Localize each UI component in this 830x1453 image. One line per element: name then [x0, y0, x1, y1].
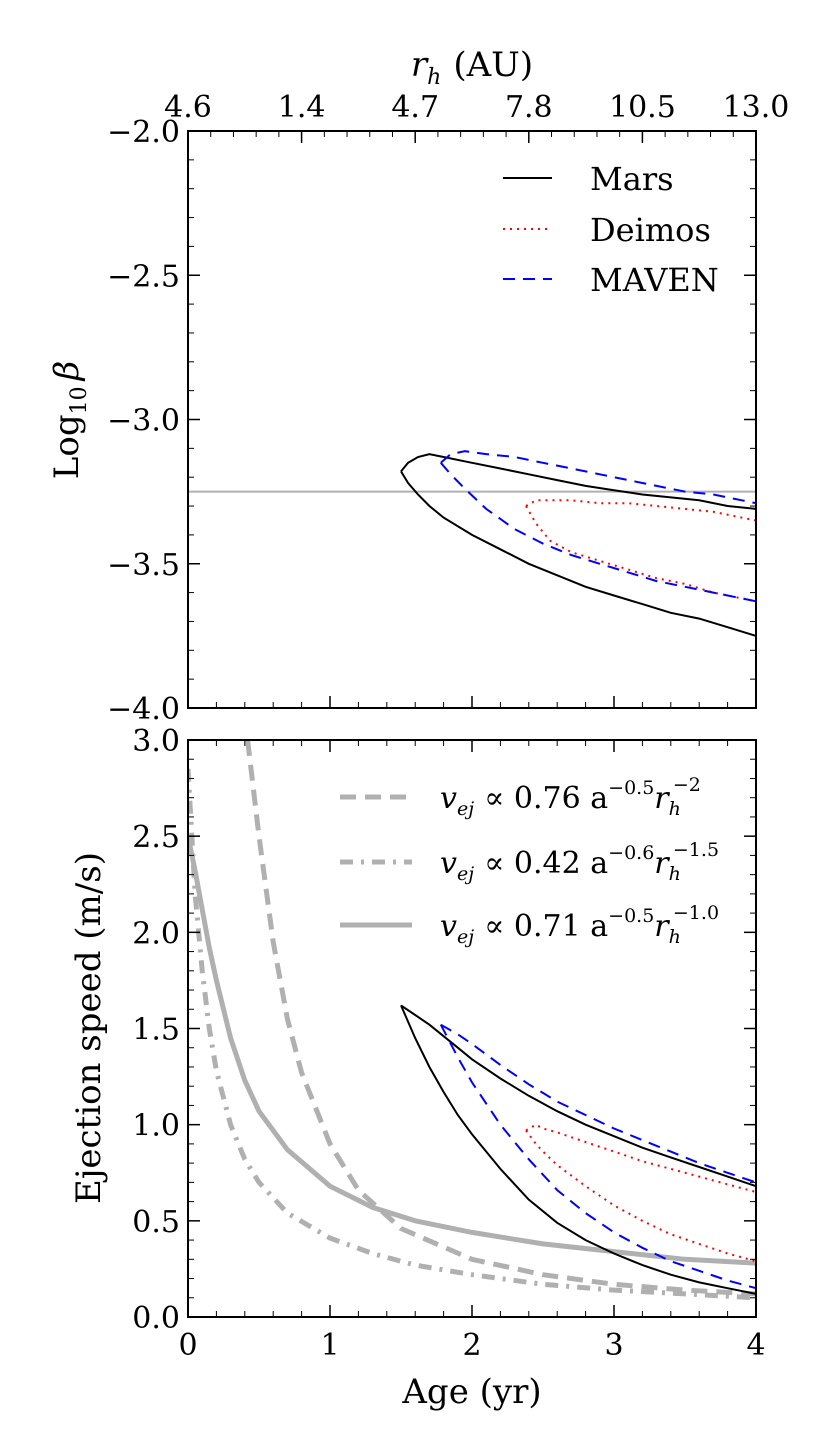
y-tick-label: −2.5	[107, 259, 180, 294]
legend-model2-label: vej ∝ 0.42 a−0.6rh−1.5	[440, 839, 719, 885]
series-maven-lower	[439, 1024, 756, 1290]
top-axis-tick-label: 7.8	[505, 90, 553, 125]
top-axis-tick-label: 4.7	[391, 90, 439, 125]
legend-model2-coef: ∝ 0.42 a	[484, 846, 608, 881]
legend-model1-coef: ∝ 0.76 a	[484, 781, 608, 816]
top-ylabel-sub: 10	[67, 386, 92, 414]
top-axis-tick-label: 4.6	[164, 90, 212, 125]
x-tick-label: 4	[746, 1328, 765, 1363]
top-axis-tick-label: 10.5	[609, 90, 676, 125]
top-y-axis-title: Log10 β	[47, 361, 92, 479]
x-tick-label: 1	[320, 1328, 339, 1363]
y-tick-label: 0.5	[132, 1205, 180, 1240]
legend-model1-h: h	[669, 798, 681, 820]
top-panel: −4.0 −3.5 −3.0 −2.5 −2.04.6 1.4 4.7 7.8 10.5 13.0…	[47, 45, 789, 727]
top-axis-label-r: r	[411, 45, 429, 85]
legend-model1-v: v	[440, 781, 457, 816]
legend-model1-ej: ej	[457, 798, 474, 820]
legend-model3-rexp: −1.0	[673, 902, 719, 924]
legend-model2-v: v	[440, 846, 457, 881]
top-ylabel-beta: β	[47, 361, 87, 383]
legend-model1-r: r	[654, 781, 670, 816]
x-tick-label: 2	[462, 1328, 481, 1363]
legend-model3-v: v	[440, 909, 457, 944]
series-deimos-upper	[525, 499, 756, 522]
legend-model2-r: r	[654, 846, 670, 881]
series-deimos-upper	[525, 1123, 756, 1193]
legend-model3-r: r	[654, 909, 670, 944]
top-axis-tick-label: 1.4	[278, 90, 326, 125]
y-tick-label: 0.0	[132, 1301, 180, 1336]
series-maven-upper	[440, 450, 756, 505]
y-tick-label: −3.5	[107, 548, 180, 583]
x-tick-label: 3	[604, 1328, 623, 1363]
legend-model3-aexp: −0.5	[608, 905, 654, 927]
top-plot-area	[188, 450, 756, 637]
legend-model3-h: h	[669, 926, 681, 948]
bottom-plot-area	[188, 740, 756, 1301]
y-tick-label: −2.0	[107, 115, 180, 150]
legend-mars-label: Mars	[590, 160, 674, 198]
series-deimos-lower	[525, 505, 756, 603]
top-axis-title: rh (AU)	[411, 45, 533, 90]
bottom-panel: 0.0 0.5 1.0 1.5 2.0 2.5 3.0 0 1 2 3 4 Age (yr) Ejec…	[69, 724, 766, 1412]
y-tick-label: −3.0	[107, 404, 180, 439]
top-axis-label-sub: h	[427, 65, 441, 90]
legend-model2-h: h	[669, 863, 681, 885]
series-mars-lower	[400, 470, 756, 637]
top-axis-label-unit: (AU)	[453, 45, 533, 85]
series-maven-lower	[440, 462, 756, 603]
bottom-x-axis-title: Age (yr)	[401, 1372, 541, 1412]
y-tick-label: 1.0	[132, 1109, 180, 1144]
model-curve-1	[245, 740, 756, 1297]
y-tick-label: 3.0	[132, 724, 180, 759]
series-maven-upper	[440, 1023, 756, 1184]
series-deimos-lower	[525, 1129, 756, 1263]
top-ylabel-log: Log	[47, 414, 87, 479]
y-tick-label: −4.0	[107, 692, 180, 727]
legend-deimos-label: Deimos	[590, 211, 711, 249]
legend-model1-rexp: −2	[673, 774, 701, 796]
model-curve-2	[188, 768, 756, 1301]
top-ticks: −4.0 −3.5 −3.0 −2.5 −2.04.6 1.4 4.7 7.8 10.5 13.0	[107, 90, 789, 727]
bottom-y-axis-title: Ejection speed (m/s)	[69, 852, 109, 1204]
top-axis-tick-label: 13.0	[723, 90, 790, 125]
legend-model3-ej: ej	[457, 926, 474, 948]
series-mars-upper	[400, 1004, 756, 1188]
x-tick-label: 0	[178, 1328, 197, 1363]
y-tick-label: 1.5	[132, 1013, 180, 1048]
legend-model2-aexp: −0.6	[608, 842, 654, 864]
bottom-legend: vej ∝ 0.76 a−0.5rh−2 vej ∝ 0.42 a−0.6rh−1.…	[340, 774, 719, 948]
legend-model3-coef: ∝ 0.71 a	[484, 909, 608, 944]
top-legend: Mars Deimos MAVEN	[503, 160, 719, 299]
legend-model2-rexp: −1.5	[673, 839, 719, 861]
series-mars-lower	[400, 1005, 756, 1295]
legend-maven-label: MAVEN	[590, 261, 719, 299]
series-mars-upper	[400, 453, 756, 510]
model-curve-3	[188, 835, 756, 1266]
legend-model3-label: vej ∝ 0.71 a−0.5rh−1.0	[440, 902, 719, 948]
legend-model2-ej: ej	[457, 863, 474, 885]
bottom-ticks: 0.0 0.5 1.0 1.5 2.0 2.5 3.0 0 1 2 3 4	[132, 724, 765, 1363]
y-tick-label: 2.5	[132, 820, 180, 855]
y-tick-label: 2.0	[132, 916, 180, 951]
legend-model1-label: vej ∝ 0.76 a−0.5rh−2	[440, 774, 701, 820]
legend-model1-aexp: −0.5	[608, 777, 654, 799]
